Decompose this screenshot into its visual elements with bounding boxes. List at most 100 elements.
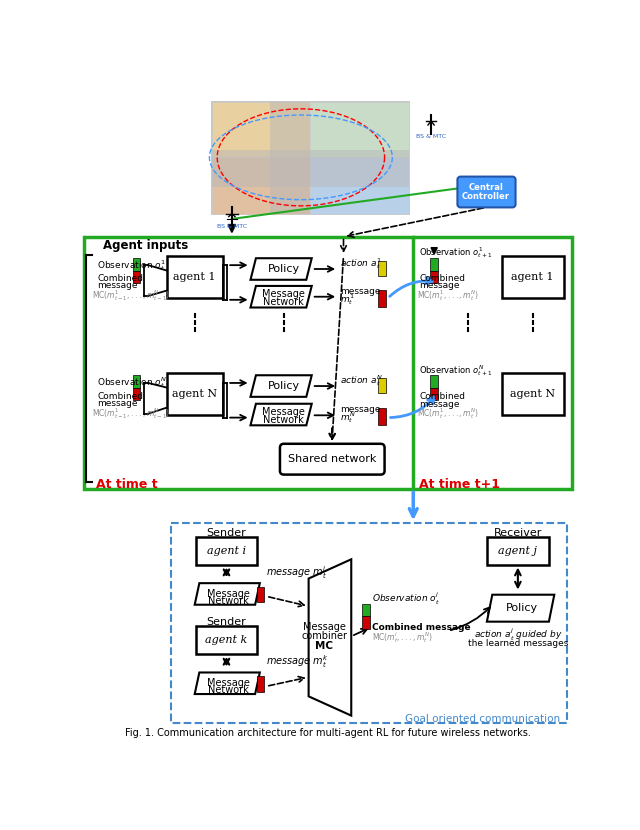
Polygon shape [250,258,312,280]
Text: message: message [340,405,381,414]
Text: the learned messages: the learned messages [468,639,568,648]
Text: MC: MC [315,641,333,651]
Polygon shape [250,375,312,397]
Bar [378,290,386,307]
Bar [310,102,410,158]
Text: Policy: Policy [268,381,300,391]
Text: Observation $o_t^N$: Observation $o_t^N$ [97,375,167,390]
Text: agent j: agent j [499,546,538,556]
Text: Policy: Policy [506,603,538,613]
Polygon shape [308,559,351,715]
Polygon shape [195,583,260,605]
Bar [310,158,410,213]
Polygon shape [487,595,554,622]
Text: action $a_t^1$: action $a_t^1$ [340,256,382,271]
Text: At time t: At time t [95,478,157,491]
Text: Observation $o_t^1$: Observation $o_t^1$ [97,258,166,273]
Bar [378,378,386,393]
Text: message: message [97,399,138,408]
Bar [257,676,264,691]
Text: Sender: Sender [206,528,246,538]
Bar [132,271,140,283]
Text: Combined: Combined [419,393,465,402]
Text: agent 1: agent 1 [511,271,554,281]
Bar [132,388,140,400]
Bar [362,604,370,616]
Text: Central: Central [468,183,504,192]
Text: Observation $o_{t+1}^1$: Observation $o_{t+1}^1$ [419,245,493,260]
Bar [430,271,438,283]
Text: message: message [97,281,138,290]
Bar [430,388,438,400]
Text: Observation $o_t^j$: Observation $o_t^j$ [372,590,440,607]
Bar [212,102,310,158]
Text: message $m_t^k$: message $m_t^k$ [266,653,329,670]
Text: BS & MTC: BS & MTC [217,224,247,229]
Bar [212,158,310,213]
Polygon shape [195,672,260,694]
FancyBboxPatch shape [458,177,516,208]
Bar [378,261,386,276]
Bar [212,102,410,213]
Text: Message: Message [262,408,305,417]
Text: Message: Message [262,290,305,300]
Text: action $a_t^N$: action $a_t^N$ [340,374,383,388]
Text: $\mathrm{MC}(m_t^i,...,m_t^N)$: $\mathrm{MC}(m_t^i,...,m_t^N)$ [372,630,433,645]
Polygon shape [250,403,312,425]
Text: Sender: Sender [206,617,246,627]
Text: $\mathrm{MC}(m_{t-1}^1,...,m_{t-1}^N)$: $\mathrm{MC}(m_{t-1}^1,...,m_{t-1}^N)$ [92,407,170,421]
Text: agent i: agent i [207,546,246,556]
Text: Message: Message [207,589,250,599]
Text: Network: Network [207,686,248,696]
Text: Shared network: Shared network [288,454,376,464]
Text: agent 1: agent 1 [173,271,216,281]
Text: Combined: Combined [97,392,143,401]
Text: $\mathrm{MC}(m_{t-1}^1,...,m_{t-1}^N)$: $\mathrm{MC}(m_{t-1}^1,...,m_{t-1}^N)$ [92,289,170,304]
Text: Message: Message [303,622,346,632]
Text: At time t+1: At time t+1 [419,478,500,491]
Bar [270,102,310,213]
Text: $\mathrm{MC}(m_t^1,...,m_t^N)$: $\mathrm{MC}(m_t^1,...,m_t^N)$ [417,407,479,421]
Text: combiner: combiner [301,632,347,642]
Text: Combined: Combined [419,274,465,283]
Bar [84,237,572,489]
Text: Combined: Combined [97,274,143,283]
Text: Network: Network [264,415,304,425]
Bar [487,537,549,564]
Text: Controller: Controller [462,192,510,201]
Bar [132,375,140,388]
Text: Combined message: Combined message [372,622,471,632]
Text: message: message [419,281,460,290]
Bar [212,149,410,187]
Text: message $m_t^i$: message $m_t^i$ [266,564,327,581]
Bar [132,258,140,271]
Bar [502,373,564,415]
Text: $m_t^N$: $m_t^N$ [340,410,356,425]
Bar [172,523,566,723]
Bar [502,256,564,298]
Text: agent N: agent N [172,388,217,398]
Polygon shape [250,286,312,307]
Bar [257,587,264,603]
Text: BS & MTC: BS & MTC [416,134,446,139]
Text: message: message [340,287,381,295]
Text: Fig. 1. Communication architecture for multi-agent RL for future wireless networ: Fig. 1. Communication architecture for m… [125,728,531,738]
Text: action $a_t^j$ guided by: action $a_t^j$ guided by [474,627,562,643]
Bar [167,373,223,415]
Text: $\mathrm{MC}(m_t^1,...,m_t^N)$: $\mathrm{MC}(m_t^1,...,m_t^N)$ [417,289,479,304]
Text: $m_t^1$: $m_t^1$ [340,292,355,307]
Bar [362,616,370,628]
Text: Receiver: Receiver [493,528,542,538]
Text: agent N: agent N [510,388,555,398]
Text: Message: Message [207,678,250,688]
Bar [430,258,438,271]
Text: Goal oriented communication: Goal oriented communication [405,715,561,725]
Bar [378,408,386,425]
Bar [196,627,257,654]
Text: Policy: Policy [268,264,300,274]
FancyBboxPatch shape [280,444,385,475]
Bar [196,537,257,564]
Text: Network: Network [264,297,304,307]
Bar [167,256,223,298]
Text: message: message [419,400,460,409]
